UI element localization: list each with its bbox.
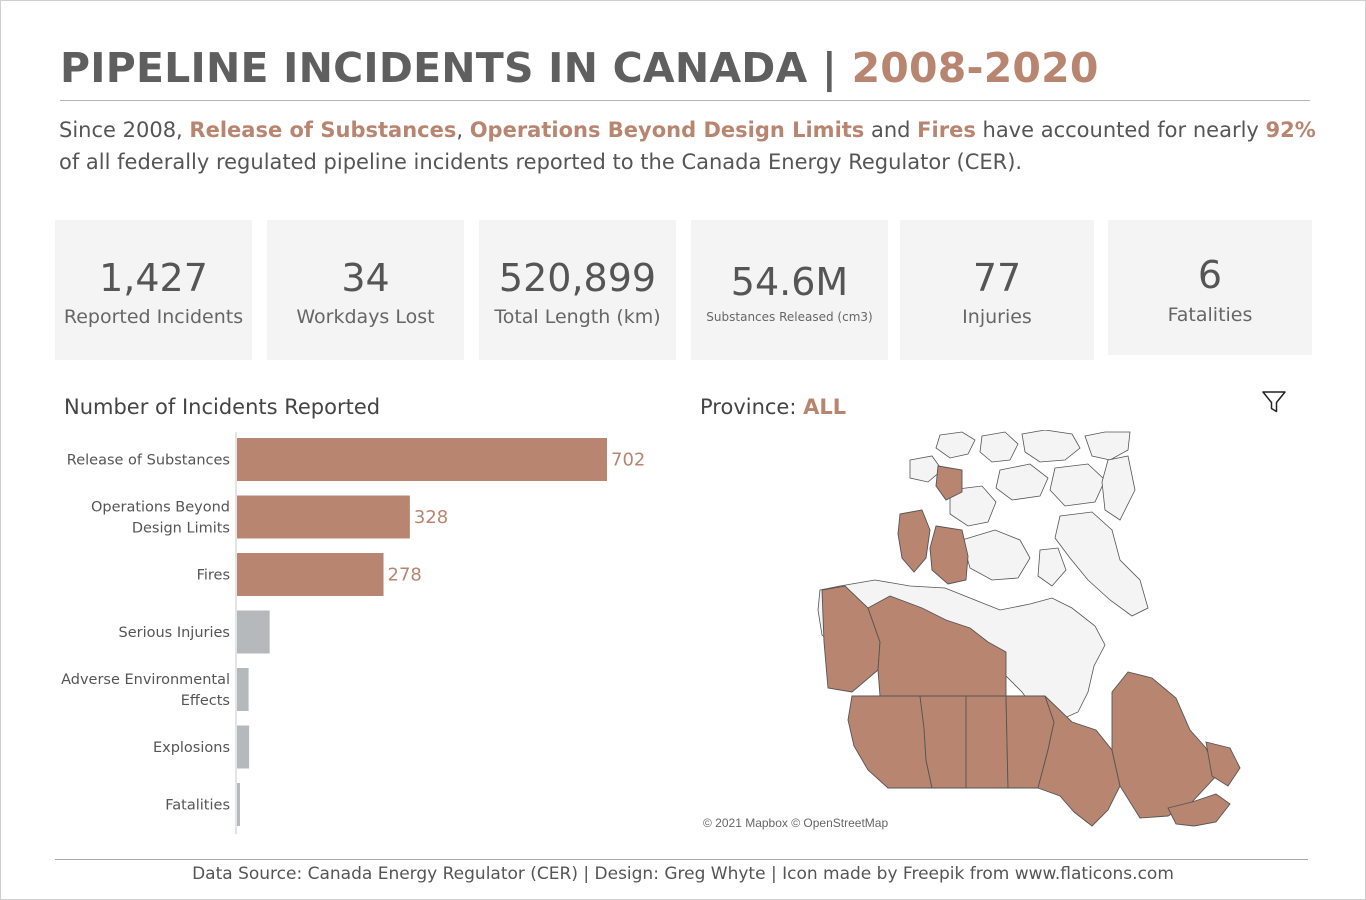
- kpi-card-length: 520,899 Total Length (km): [479, 220, 676, 360]
- canada-map[interactable]: [700, 430, 1310, 840]
- province-ontario: [1037, 695, 1121, 827]
- chart-title: Number of Incidents Reported: [64, 395, 381, 419]
- category-label-4: Adverse Environmental: [61, 672, 230, 688]
- kpi-value: 520,899: [498, 256, 657, 300]
- island-ellesmere: [935, 465, 963, 501]
- category-label-2: Fires: [197, 568, 230, 584]
- kpi-value: 6: [1197, 253, 1223, 297]
- value-label-1: 328: [414, 507, 448, 528]
- filter-icon[interactable]: [1260, 388, 1288, 416]
- footer-divider: [55, 859, 1308, 860]
- kpi-value: 34: [341, 256, 390, 300]
- title-years: 2008-2020: [851, 44, 1099, 92]
- category-label-5: Explosions: [153, 740, 230, 756]
- incidents-bar-chart: Release of Substances 702 Operations Beyon…: [61, 432, 645, 834]
- bar-6[interactable]: [237, 783, 240, 826]
- province-maritimes: [1167, 793, 1231, 827]
- summary-highlight: Release of Substances: [189, 118, 457, 142]
- kpi-label: Reported Incidents: [63, 306, 244, 328]
- category-label-3: Serious Injuries: [119, 625, 231, 641]
- kpi-label: Workdays Lost: [296, 306, 435, 328]
- kpi-value: 54.6M: [730, 260, 849, 304]
- province-bc: [847, 695, 933, 789]
- page-title: PIPELINE INCIDENTS IN CANADA | 2008-2020: [60, 44, 1099, 92]
- kpi-card-substances: 54.6M Substances Released (cm3): [691, 220, 888, 360]
- category-label-1: Operations Beyond: [91, 500, 230, 516]
- provinces: [821, 465, 1241, 827]
- summary-part: ,: [456, 118, 470, 142]
- summary-part: Since 2008,: [59, 118, 190, 142]
- kpi-label: Injuries: [962, 306, 1032, 328]
- map-credit: © 2021 Mapbox © OpenStreetMap: [703, 816, 889, 830]
- summary-highlight: Fires: [917, 118, 976, 142]
- value-label-2: 278: [388, 565, 422, 586]
- category-label-4: Effects: [181, 693, 230, 709]
- summary-text: Since 2008, Release of Substances, Opera…: [59, 114, 1329, 178]
- bar-3[interactable]: [237, 610, 270, 654]
- summary-highlight: Operations Beyond Design Limits: [469, 118, 865, 142]
- kpi-label: Fatalities: [1167, 304, 1253, 326]
- category-label-0: Release of Substances: [67, 453, 230, 469]
- kpi-card-workdays: 34 Workdays Lost: [267, 220, 464, 360]
- province-value[interactable]: ALL: [803, 395, 847, 419]
- province-saskatchewan: [965, 695, 1009, 789]
- summary-highlight: 92%: [1265, 118, 1316, 142]
- island-baffin-west: [897, 509, 931, 573]
- province-filter-label[interactable]: Province: ALL: [700, 395, 846, 419]
- kpi-card-incidents: 1,427 Reported Incidents: [55, 220, 252, 360]
- kpi-label: Total Length (km): [494, 306, 661, 328]
- footer-credits: Data Source: Canada Energy Regulator (CE…: [192, 864, 1174, 884]
- kpi-value: 1,427: [99, 256, 208, 300]
- bar-2[interactable]: [237, 553, 384, 596]
- arctic-islands: [909, 430, 1149, 617]
- title-main: PIPELINE INCIDENTS IN CANADA |: [60, 44, 852, 92]
- kpi-label: Substances Released (cm3): [706, 310, 873, 324]
- summary-part: and: [864, 118, 918, 142]
- bar-1[interactable]: [237, 495, 410, 539]
- summary-part: of all federally regulated pipeline inci…: [59, 150, 1023, 174]
- province-nwt-nunavut: [867, 595, 1007, 697]
- category-label-6: Fatalities: [165, 798, 230, 814]
- island-southampton: [929, 525, 969, 585]
- province-quebec: [1111, 671, 1219, 819]
- province-newfoundland: [1205, 741, 1241, 787]
- kpi-card-fatalities: 6 Fatalities: [1108, 220, 1312, 355]
- value-label-0: 702: [611, 450, 645, 471]
- kpi-card-injuries: 77 Injuries: [900, 220, 1094, 360]
- province-label: Province:: [700, 395, 804, 419]
- bar-4[interactable]: [237, 668, 249, 711]
- category-label-1: Design Limits: [132, 521, 230, 537]
- title-divider: [60, 100, 1310, 101]
- bar-0[interactable]: [237, 438, 607, 481]
- summary-part: have accounted for nearly: [975, 118, 1266, 142]
- bar-5[interactable]: [237, 725, 250, 769]
- kpi-value: 77: [972, 256, 1022, 300]
